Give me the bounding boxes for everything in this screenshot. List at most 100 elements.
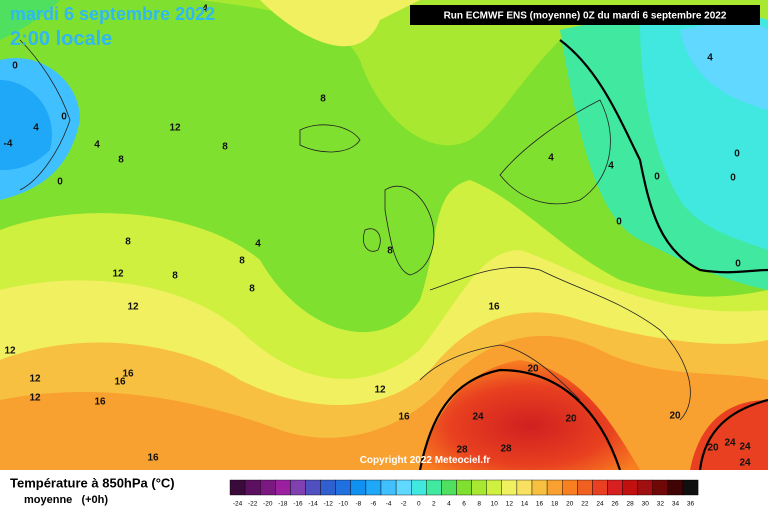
contour-label: 16 — [114, 377, 126, 388]
color-swatch — [652, 479, 669, 496]
scale-label: 20 — [566, 501, 574, 508]
scale-label: -8 — [355, 501, 361, 508]
contour-label: 8 — [239, 256, 245, 267]
contour-label: 0 — [734, 149, 740, 160]
scale-label: 34 — [672, 501, 680, 508]
scale-label: -14 — [308, 501, 318, 508]
color-swatch — [244, 479, 261, 496]
scale-label: 8 — [477, 501, 481, 508]
contour-label: 8 — [172, 271, 178, 282]
color-swatch — [305, 479, 321, 496]
color-swatch — [531, 479, 548, 496]
run-info: Run ECMWF ENS (moyenne) 0Z du mardi 6 se… — [444, 11, 727, 22]
color-swatch — [471, 479, 487, 496]
color-swatch — [290, 479, 306, 496]
color-swatch — [592, 479, 608, 496]
contour-label: 4 — [202, 4, 208, 15]
color-swatch — [562, 479, 578, 496]
contour-label: 12 — [4, 346, 16, 357]
contour-label: 8 — [320, 94, 326, 105]
color-swatch — [667, 479, 684, 496]
color-swatch — [260, 479, 276, 496]
scale-label: -24 — [233, 501, 243, 508]
contour-label: 12 — [374, 385, 386, 396]
contour-label: 20 — [669, 411, 681, 422]
color-swatch — [516, 479, 533, 496]
scale-label: 4 — [447, 501, 451, 508]
contour-label: 4 — [33, 123, 39, 134]
color-swatch — [441, 479, 457, 496]
color-swatch — [395, 479, 412, 496]
contour-label: 8 — [118, 155, 124, 166]
contour-label: 16 — [398, 412, 410, 423]
scale-label: 26 — [611, 501, 619, 508]
scale-label: -20 — [263, 501, 273, 508]
scale-label: 28 — [627, 501, 635, 508]
contour-label: 4 — [255, 239, 261, 250]
borders — [418, 39, 768, 471]
contour-label: 16 — [147, 453, 159, 464]
contour-label: 16 — [488, 302, 500, 313]
scale-label: -18 — [278, 501, 288, 508]
contour-label: 28 — [500, 444, 512, 455]
scale-label: 18 — [551, 501, 559, 508]
contour-label: 0 — [12, 61, 18, 72]
contour-label: 20 — [707, 443, 719, 454]
contour-label: 12 — [29, 374, 41, 385]
contour-label: 0 — [654, 172, 660, 183]
contour-label: 8 — [249, 284, 255, 295]
scale-label: 10 — [491, 501, 499, 508]
scale-label: 36 — [687, 501, 695, 508]
colorbar: -24 -22 -20 -18 -16 -14 -12 -10 -8 -6 -4 -2 0 2 4 6 8 10 1… — [229, 479, 699, 508]
contour-label: 12 — [169, 123, 181, 134]
map-background — [0, 0, 768, 470]
color-swatch — [546, 479, 563, 496]
legend-subtitle: moyenne (+0h) — [24, 494, 108, 506]
contour-label: 24 — [472, 412, 484, 423]
color-swatch — [577, 479, 593, 496]
coastlines — [19, 39, 691, 421]
contour-label: 20 — [565, 414, 577, 425]
scale-label: -10 — [339, 501, 349, 508]
color-swatch — [229, 479, 246, 496]
contour-label: 12 — [127, 302, 139, 313]
color-swatch — [335, 479, 352, 496]
contour-label: 8 — [222, 142, 228, 153]
scale-label: -2 — [401, 501, 407, 508]
scale-label: 24 — [596, 501, 604, 508]
color-swatch — [486, 479, 503, 496]
color-swatch — [411, 479, 427, 496]
scale-label: -12 — [323, 501, 333, 508]
contour-label: 16 — [122, 369, 134, 380]
copyright: Copyright 2022 Meteociel.fr — [360, 455, 491, 466]
contour-label: 16 — [94, 397, 106, 408]
contour-label: 4 — [94, 140, 100, 151]
contour-label: 0 — [61, 112, 67, 123]
date-title: mardi 6 septembre 2022 — [10, 4, 215, 24]
contour-label: 4 — [707, 53, 713, 64]
scale-label: -6 — [371, 501, 377, 508]
scale-label: 22 — [581, 501, 589, 508]
scale-label: 12 — [506, 501, 514, 508]
contour-label: 24 — [739, 442, 751, 453]
contour-label: 24 — [724, 438, 736, 449]
color-swatch — [607, 479, 623, 496]
color-swatch — [622, 479, 638, 496]
color-swatch — [637, 479, 654, 496]
color-swatch — [682, 479, 699, 496]
scale-label: 32 — [657, 501, 665, 508]
color-swatch — [426, 479, 442, 496]
color-swatch — [501, 479, 518, 496]
scale-label: 14 — [521, 501, 529, 508]
contour-label: 0 — [616, 217, 622, 228]
run-box — [410, 5, 760, 25]
contour-label: 12 — [29, 393, 41, 404]
time-title: 2:00 locale — [10, 28, 112, 50]
contour-label: -4 — [4, 139, 13, 150]
contour-label: 4 — [548, 153, 554, 164]
scale-label: -4 — [386, 501, 392, 508]
contour-label: 4 — [608, 161, 614, 172]
color-swatch — [275, 479, 291, 496]
